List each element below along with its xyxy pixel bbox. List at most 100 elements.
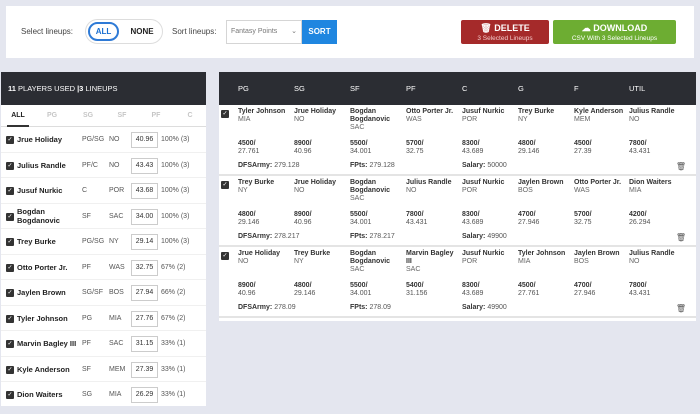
dfsarmy-value: 278.09 (274, 304, 296, 311)
lineup-checkbox[interactable]: ✓ (221, 252, 229, 260)
slot-player-name[interactable]: Otto Porter Jr. (406, 108, 454, 115)
player-salary-input[interactable]: 27.39 (131, 361, 158, 378)
select-all-button[interactable]: ALL (88, 22, 119, 41)
select-toggle: ALL NONE (85, 19, 163, 44)
player-exposure: 33% (1) (161, 340, 186, 347)
slot-player-name[interactable]: Jaylen Brown (574, 250, 620, 257)
player-exposure: 100% (3) (161, 238, 190, 245)
player-row: ✓ Jaylen Brown SG/SF BOS 27.94 66% (2) (1, 280, 206, 306)
slot-player-name[interactable]: Otto Porter Jr. (574, 179, 622, 186)
slot-player-name[interactable]: Kyle Anderson (574, 108, 624, 115)
slot-player-name[interactable]: Tyler Johnson (238, 108, 286, 115)
slot-points: 27.39 (574, 148, 592, 155)
player-salary-input[interactable]: 40.96 (131, 132, 158, 148)
player-checkbox[interactable]: ✓ (6, 289, 14, 297)
slot-player-name[interactable]: Jusuf Nurkic (462, 179, 505, 186)
player-team: SAC (109, 340, 124, 347)
select-none-button[interactable]: NONE (130, 27, 154, 36)
slot-player-team: NY (294, 258, 304, 265)
slot-player-name[interactable]: Tyler Johnson (518, 250, 566, 257)
slot-points: 31.156 (406, 290, 428, 297)
slot-points: 32.75 (406, 148, 424, 155)
column-header-util: UTIL (629, 84, 646, 93)
sort-button[interactable]: SORT (302, 20, 337, 44)
slot-salary: 4700/ (574, 282, 592, 289)
tab-pg[interactable]: PG (46, 112, 58, 119)
player-team: NO (109, 161, 120, 169)
lineup-slot: Julius Randle NO 7800/43.431 (406, 179, 458, 226)
salary-summary: Salary: 49900 (462, 304, 507, 311)
tab-all[interactable]: ALL (7, 105, 29, 127)
slot-player-team: MEM (574, 116, 591, 123)
player-salary-input[interactable]: 26.29 (131, 387, 158, 403)
player-salary-input[interactable]: 31.15 (131, 336, 158, 352)
lineup-checkbox[interactable]: ✓ (221, 110, 229, 118)
player-salary-input[interactable]: 27.94 (131, 285, 158, 301)
slot-player-team: WAS (406, 116, 422, 123)
slot-player-name[interactable]: Jrue Holiday (238, 250, 281, 257)
player-position: SF (82, 365, 91, 373)
salary-value: 49900 (487, 304, 507, 311)
slot-player-name[interactable]: Bogdan Bogdanovic (350, 179, 391, 194)
player-salary-input[interactable]: 32.75 (131, 259, 158, 276)
slot-salary: 5400/ (406, 282, 424, 289)
fpts-summary: FPts: 279.128 (350, 162, 395, 169)
delete-button[interactable]: 🗑 DELETE 3 Selected Lineups (461, 20, 549, 44)
sort-select[interactable]: Fantasy Points ⌄ (226, 20, 302, 44)
trash-icon[interactable]: 🗑 (675, 304, 686, 313)
slot-player-name[interactable]: Jrue Holiday (294, 108, 337, 115)
fpts-value: 279.128 (369, 162, 395, 169)
slot-player-name[interactable]: Jusuf Nurkic (462, 250, 505, 257)
slot-player-name[interactable]: Dion Waiters (629, 179, 672, 186)
slot-player-name[interactable]: Jusuf Nurkic (462, 108, 505, 115)
player-salary-input[interactable]: 43.68 (131, 183, 158, 199)
player-salary-input[interactable]: 34.00 (131, 208, 158, 225)
lineup-card: ✓ Tyler Johnson MIA 4500/27.761 Jrue Holiday… (219, 105, 696, 176)
slot-player-name[interactable]: Julius Randle (406, 179, 452, 186)
players-used-label: PLAYERS USED (15, 84, 78, 93)
player-checkbox[interactable]: ✓ (6, 263, 14, 272)
tab-sf[interactable]: SF (117, 112, 127, 119)
slot-points: 43.689 (462, 148, 484, 155)
player-checkbox[interactable]: ✓ (6, 212, 14, 221)
slot-salary: 4500/ (238, 140, 256, 147)
tab-c[interactable]: C (187, 112, 193, 119)
player-checkbox[interactable]: ✓ (6, 238, 14, 246)
player-checkbox[interactable]: ✓ (6, 161, 14, 170)
slot-player-team: NO (238, 258, 249, 265)
player-salary-input[interactable]: 27.76 (131, 310, 158, 327)
lineup-slot: Trey Burke NY 4800/29.146 (238, 179, 290, 226)
player-checkbox[interactable]: ✓ (6, 365, 14, 374)
player-checkbox[interactable]: ✓ (6, 187, 14, 195)
player-checkbox[interactable]: ✓ (6, 314, 14, 323)
player-checkbox[interactable]: ✓ (6, 136, 14, 144)
slot-player-name[interactable]: Bogdan Bogdanovic (350, 108, 391, 123)
player-salary-input[interactable]: 29.14 (131, 234, 158, 250)
player-salary-input[interactable]: 43.43 (131, 157, 158, 174)
slot-player-name[interactable]: Julius Randle (629, 250, 675, 257)
slot-salary: 5500/ (350, 282, 368, 289)
player-checkbox[interactable]: ✓ (6, 340, 14, 348)
slot-player-name[interactable]: Trey Burke (238, 179, 275, 186)
trash-icon[interactable]: 🗑 (675, 233, 686, 242)
slot-player-name[interactable]: Marvin Bagley III (406, 250, 454, 265)
player-name: Jrue Holiday (17, 135, 63, 144)
slot-player-name[interactable]: Jaylen Brown (518, 179, 564, 186)
column-header-sf: SF (350, 84, 360, 93)
slot-player-name[interactable]: Trey Burke (518, 108, 555, 115)
tab-pf[interactable]: PF (151, 112, 161, 119)
slot-player-name[interactable]: Bogdan Bogdanovic (350, 250, 391, 265)
tab-sg[interactable]: SG (82, 112, 94, 119)
download-button[interactable]: ☁ DOWNLOAD CSV With 3 Selected Lineups (553, 20, 676, 44)
slot-player-name[interactable]: Jrue Holiday (294, 179, 337, 186)
trash-icon[interactable]: 🗑 (675, 162, 686, 171)
lineup-slot: Jrue Holiday NO 8900/40.96 (238, 250, 290, 297)
slot-player-name[interactable]: Julius Randle (629, 108, 675, 115)
fpts-label: FPts: (350, 304, 368, 311)
slot-points: 43.431 (629, 290, 651, 297)
lineup-checkbox[interactable]: ✓ (221, 181, 229, 189)
slot-player-name[interactable]: Trey Burke (294, 250, 331, 257)
player-checkbox[interactable]: ✓ (6, 391, 14, 399)
lineup-panel: PG SG SF PF C G F UTIL ✓ Tyler Johnson MIA… (219, 72, 696, 321)
fpts-value: 278.09 (369, 304, 391, 311)
